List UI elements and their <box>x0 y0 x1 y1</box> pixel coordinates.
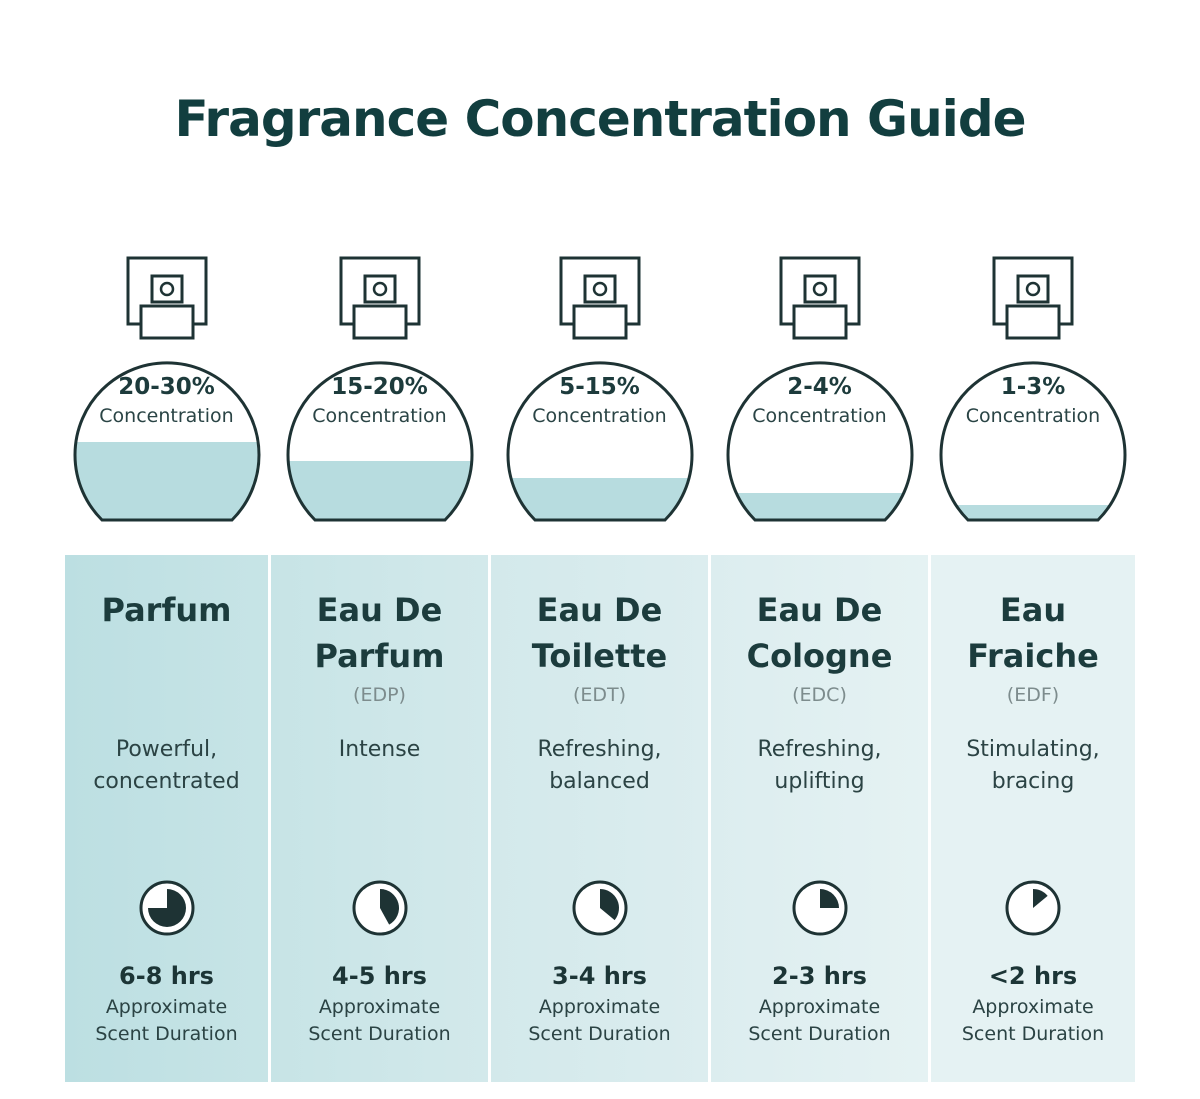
description-line: Intense <box>338 737 421 762</box>
product-name-line: Cologne <box>746 637 893 675</box>
product-name: Eau De Parfum <box>265 587 495 679</box>
bottle-svg <box>506 256 693 522</box>
clock-svg <box>572 880 627 936</box>
duration-label: Approximate Scent Duration <box>52 994 282 1048</box>
duration-label: Approximate Scent Duration <box>705 994 935 1048</box>
product-name: Eau De Toilette <box>485 587 715 679</box>
duration: <2 hrs <box>988 962 1078 990</box>
duration-label-line: Scent Duration <box>308 1023 451 1045</box>
description-line: Stimulating, <box>966 737 1100 762</box>
column-panel <box>271 555 488 1082</box>
duration-label-line: Approximate <box>105 996 228 1018</box>
duration-label-line: Approximate <box>758 996 881 1018</box>
bottle-icon <box>270 250 490 530</box>
description: Stimulating, bracing <box>918 734 1148 798</box>
product-name-line: Eau De <box>756 591 883 629</box>
concentration-label: Concentration <box>752 405 887 427</box>
bottle-svg <box>286 256 473 522</box>
description: Intense <box>265 734 495 766</box>
bottle-svg <box>73 256 260 522</box>
concentration-label: Concentration <box>965 405 1101 427</box>
concentration-label: Concentration <box>312 405 447 427</box>
clock-svg <box>792 880 847 936</box>
concentration: 15-20% <box>331 374 428 400</box>
description-line: Refreshing, <box>757 737 882 762</box>
product-name: Eau Fraiche <box>918 587 1148 679</box>
product-name-line: Eau <box>999 591 1067 629</box>
duration-label: Approximate Scent Duration <box>918 994 1148 1048</box>
concentration-label: Concentration <box>532 405 667 427</box>
clock-icon <box>790 878 850 938</box>
product-name-line: Parfum <box>101 591 232 629</box>
duration-label-line: Scent Duration <box>528 1023 671 1045</box>
bottle-svg <box>939 256 1127 522</box>
concentration: 2-4% <box>787 374 852 400</box>
duration-label-line: Approximate <box>972 996 1094 1018</box>
duration-label-line: Scent Duration <box>95 1023 238 1045</box>
clock-svg <box>352 880 407 936</box>
concentration: 5-15% <box>559 374 640 400</box>
concentration-label: Concentration <box>99 405 234 427</box>
product-name: Parfum <box>52 587 282 633</box>
duration-label-line: Approximate <box>318 996 441 1018</box>
duration: 4-5 hrs <box>332 962 427 990</box>
bottle-svg <box>726 256 913 522</box>
description: Refreshing, uplifting <box>705 734 935 798</box>
concentration: 1-3% <box>1000 374 1066 400</box>
clock-icon <box>1003 878 1063 938</box>
duration-label-line: Scent Duration <box>748 1023 891 1045</box>
abbreviation: (EDT) <box>572 684 627 706</box>
clock-icon <box>137 878 197 938</box>
duration-label-line: Scent Duration <box>961 1023 1105 1045</box>
duration-label: Approximate Scent Duration <box>265 994 495 1048</box>
description-line: concentrated <box>93 769 240 794</box>
abbreviation: (EDF) <box>1006 684 1060 706</box>
product-name-line: Eau De <box>316 591 443 629</box>
duration: 2-3 hrs <box>772 962 867 990</box>
clock-svg <box>139 880 194 936</box>
clock-icon <box>570 878 630 938</box>
bottle-icon <box>57 250 277 530</box>
product-name-line: Toilette <box>531 637 668 675</box>
title: Fragrance Concentration Guide <box>174 90 1026 148</box>
bottle-icon <box>923 250 1143 530</box>
description: Refreshing, balanced <box>485 734 715 798</box>
clock-svg <box>1005 880 1061 936</box>
bottle-icon <box>710 250 930 530</box>
column-panel <box>65 555 268 1082</box>
product-name-line: Parfum <box>314 637 445 675</box>
description-line: uplifting <box>774 769 865 794</box>
description-line: bracing <box>991 769 1075 794</box>
product-name: Eau De Cologne <box>705 587 935 679</box>
product-name-line: Fraiche <box>967 637 1099 675</box>
abbreviation: (EDC) <box>792 684 847 706</box>
column-panel <box>711 555 928 1082</box>
description-line: balanced <box>549 769 650 794</box>
description-line: Powerful, <box>115 737 218 762</box>
bottle-icon <box>490 250 710 530</box>
duration-label: Approximate Scent Duration <box>485 994 715 1048</box>
description-line: Refreshing, <box>537 737 662 762</box>
column-panel <box>931 555 1135 1082</box>
duration: 6-8 hrs <box>119 962 214 990</box>
concentration: 20-30% <box>118 374 215 400</box>
abbreviation: (EDP) <box>353 684 406 706</box>
clock-icon <box>350 878 410 938</box>
duration-label-line: Approximate <box>538 996 661 1018</box>
duration: 3-4 hrs <box>552 962 647 990</box>
description: Powerful, concentrated <box>52 734 282 798</box>
column-panel <box>491 555 708 1082</box>
product-name-line: Eau De <box>536 591 663 629</box>
